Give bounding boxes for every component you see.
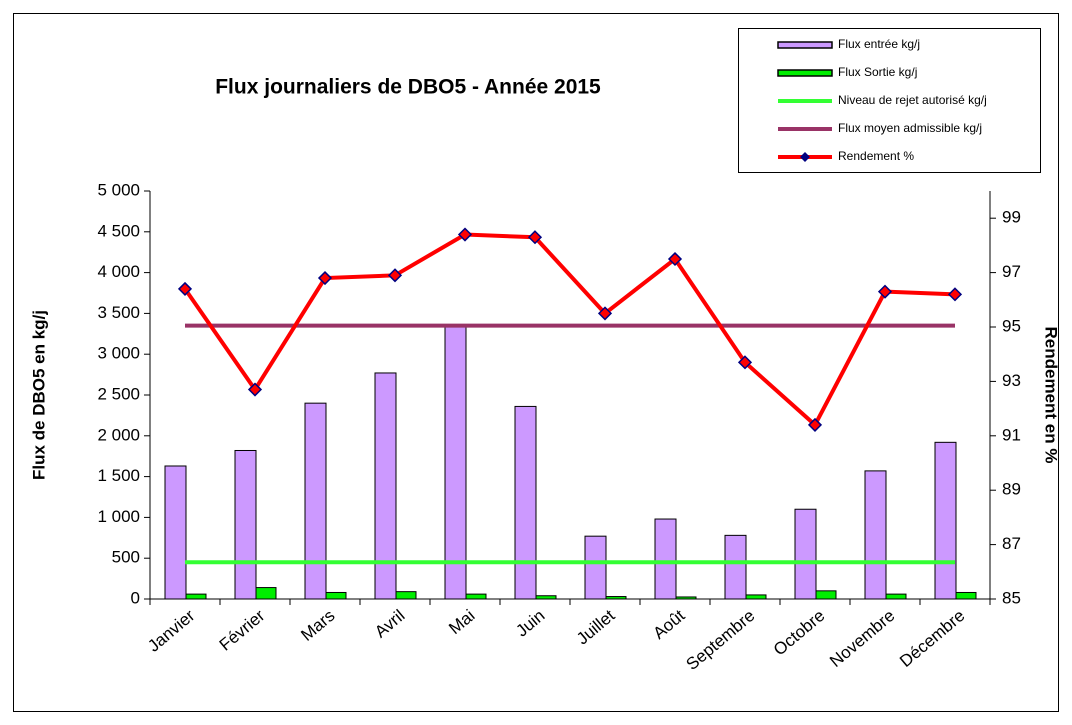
bar [934, 441, 957, 600]
legend-marker [800, 152, 810, 162]
bar [815, 590, 837, 600]
y-tick-label: 4 000 [97, 262, 140, 281]
bar [255, 587, 277, 600]
bar [374, 372, 397, 600]
bar [444, 324, 467, 600]
bar [395, 591, 417, 600]
marker [947, 287, 963, 302]
legend-swatch [777, 41, 833, 49]
marker [807, 417, 823, 432]
bar [864, 470, 887, 600]
y2-tick-label: 89 [1002, 480, 1021, 499]
y2-tick-label: 99 [1002, 208, 1021, 227]
bar [465, 593, 487, 600]
marker [457, 227, 473, 242]
legend-label: Flux Sortie kg/j [838, 65, 917, 79]
marker [177, 281, 193, 296]
y-tick-label: 3 000 [97, 344, 140, 363]
y-axis-title: Flux de DBO5 en kg/j [29, 310, 48, 480]
legend-label: Flux entrée kg/j [838, 37, 920, 51]
y2-axis-title: Rendement en % [1042, 327, 1061, 464]
bar [584, 535, 607, 600]
y-tick-label: 2 000 [97, 425, 140, 444]
legend-label: Niveau de rejet autorisé kg/j [838, 93, 987, 107]
marker [527, 230, 543, 245]
y2-tick-label: 93 [1002, 371, 1021, 390]
marker [597, 306, 613, 321]
bar [164, 465, 187, 600]
bar [605, 596, 627, 600]
bar [654, 518, 677, 600]
y-tick-label: 5 000 [97, 180, 140, 199]
bar [325, 591, 347, 600]
legend-swatch [777, 69, 833, 77]
bar [955, 591, 977, 600]
y-tick-label: 3 500 [97, 303, 140, 322]
marker [317, 270, 333, 286]
y-tick-label: 500 [112, 548, 140, 567]
bar [304, 402, 327, 600]
legend-label: Flux moyen admissible kg/j [838, 121, 982, 135]
legend: Flux entrée kg/j Flux Sortie kg/j Niveau d… [777, 37, 987, 163]
legend-label: Rendement % [838, 149, 914, 163]
bar [724, 534, 747, 600]
y-tick-label: 0 [131, 588, 140, 607]
y2-tick-label: 85 [1002, 588, 1021, 607]
bar [234, 449, 257, 600]
marker [737, 355, 753, 370]
bar [794, 508, 817, 600]
marker [877, 284, 893, 299]
marker [387, 268, 403, 283]
y-tick-label: 1 000 [97, 507, 140, 526]
y-tick-label: 1 500 [97, 466, 140, 485]
bar [675, 596, 697, 600]
y2-tick-label: 91 [1002, 425, 1021, 444]
marker [667, 251, 683, 267]
bar [745, 594, 767, 600]
y2-tick-label: 87 [1002, 534, 1021, 553]
y-tick-label: 2 500 [97, 384, 140, 403]
chart-title: Flux journaliers de DBO5 - Année 2015 [215, 76, 601, 99]
bar [514, 405, 537, 600]
line-series [183, 232, 956, 429]
y2-tick-label: 95 [1002, 316, 1021, 335]
bar [535, 595, 557, 600]
y2-tick-label: 97 [1002, 262, 1021, 281]
marker [247, 382, 263, 397]
y-tick-label: 4 500 [97, 221, 140, 240]
bar [185, 593, 207, 600]
bar [885, 593, 907, 600]
